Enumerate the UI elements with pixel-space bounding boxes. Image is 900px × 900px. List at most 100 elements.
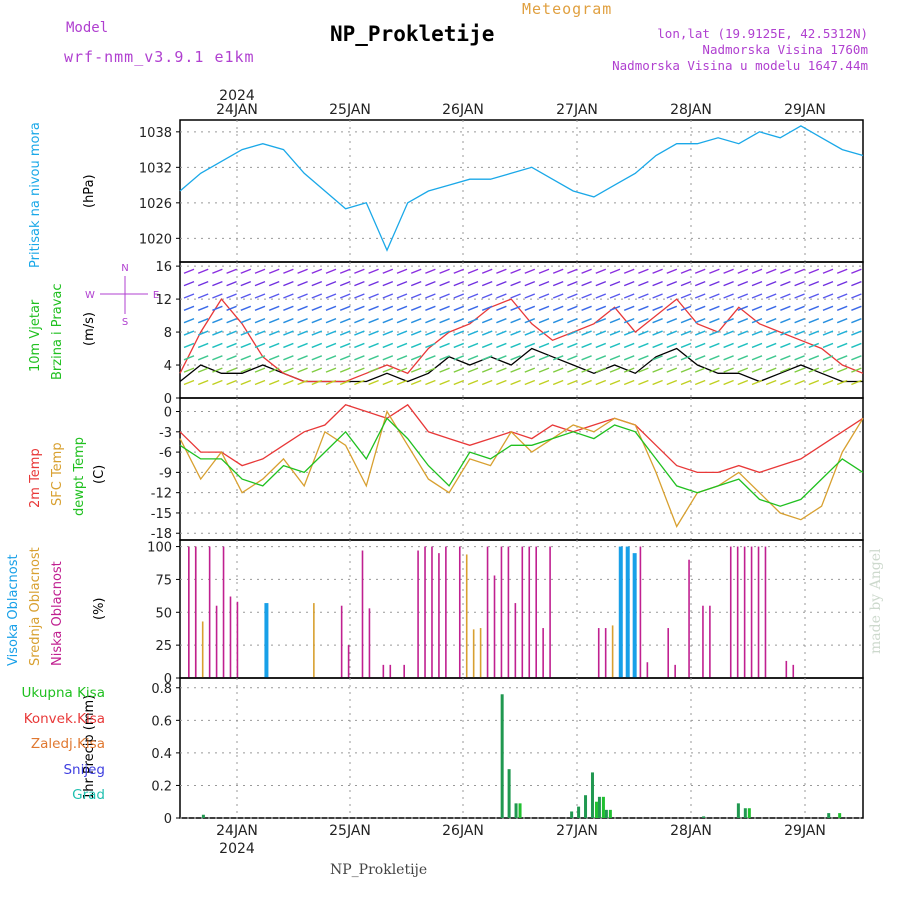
wind-barb-7-4 (240, 355, 252, 361)
temp-axis-label-1: 2m Temp (28, 448, 43, 508)
wind-barb-5-5 (254, 330, 266, 336)
xtick-top-0: 24JAN (216, 102, 258, 118)
wind-barb-8-43 (794, 367, 805, 373)
wind-barb-1-8 (297, 280, 308, 287)
wind-barb-4-39 (737, 318, 749, 324)
wind-barb-1-20 (467, 280, 479, 287)
wind-barb-9-18 (439, 379, 450, 386)
wind-barb-5-20 (467, 330, 479, 336)
wind-barb-6-14 (382, 342, 394, 349)
wind-barb-1-43 (794, 280, 805, 287)
legend-total: Ukupna Kisa (21, 685, 105, 701)
wind-barb-8-33 (652, 367, 663, 373)
wind-barb-3-25 (538, 305, 550, 311)
wind-barb-3-30 (609, 305, 621, 311)
precip-bar-conv-0 (518, 803, 522, 818)
year-bottom: 2024 (219, 841, 255, 857)
wind-barb-7-42 (780, 355, 791, 361)
clouds-bar-mid-0 (188, 546, 190, 678)
wind-barb-5-47 (851, 330, 862, 336)
wind-axis-label-2: Brzina i Pravac (50, 283, 65, 380)
wind-barb-3-19 (453, 305, 465, 311)
precip-ytick-label-4: 0.8 (151, 682, 172, 697)
wind-barb-4-34 (666, 318, 678, 324)
wind-barb-2-0 (183, 293, 195, 299)
clouds-bar-low-44 (764, 546, 767, 678)
wind-barb-4-42 (780, 318, 791, 324)
wind-barb-0-21 (481, 268, 493, 274)
wind-barb-1-46 (836, 280, 848, 287)
wind-barb-6-24 (524, 342, 536, 349)
clouds-bar-low-21 (493, 575, 496, 678)
wind-barb-9-7 (283, 379, 294, 386)
wind-barb-3-4 (240, 305, 252, 311)
wind-barb-2-35 (680, 293, 692, 299)
wind-barb-6-41 (765, 342, 777, 349)
wind-barb-9-20 (467, 379, 479, 386)
clouds-bar-mid-5 (472, 629, 475, 678)
wind-barb-0-3 (226, 268, 237, 274)
wind-barb-8-8 (297, 367, 308, 373)
clouds-bar-low-11 (382, 664, 385, 678)
wind-barb-8-2 (212, 367, 223, 373)
wind-barb-6-29 (595, 342, 607, 349)
wind-barb-5-15 (396, 330, 408, 336)
wind-barb-1-41 (765, 280, 777, 287)
wind-barb-4-31 (623, 318, 635, 324)
wind-barb-7-33 (652, 355, 663, 361)
wind-barb-9-13 (368, 379, 379, 386)
wind-barb-5-38 (723, 330, 734, 336)
xtick-bottom-4: 28JAN (670, 823, 712, 839)
temperature-ytick-label-0: 0 (164, 406, 172, 421)
wind-barb-4-26 (552, 318, 564, 324)
wind-barb-8-27 (567, 367, 578, 373)
clouds-bar-mid-1 (194, 546, 197, 678)
wind-barb-0-26 (552, 268, 564, 274)
clouds-bar-low-42 (750, 546, 753, 678)
wind-barb-1-2 (212, 280, 223, 287)
clouds-bar-low-5 (229, 596, 232, 678)
wind-barb-5-0 (183, 330, 195, 336)
compass-n: N (121, 263, 128, 274)
wind-barb-0-13 (368, 268, 379, 274)
clouds-bar-low-28 (542, 628, 544, 678)
wind-line-wind_black (179, 347, 863, 383)
wind-barb-3-44 (808, 305, 820, 311)
precip-bar-conv-2 (601, 796, 605, 818)
xtick-bottom-1: 25JAN (329, 823, 371, 839)
wind-barb-8-18 (439, 367, 450, 373)
wind-barb-3-5 (254, 305, 266, 311)
wind-barb-9-33 (652, 379, 663, 386)
wind-barb-9-32 (638, 379, 649, 386)
precip-bar-conv-1 (594, 801, 598, 818)
wind-barb-6-37 (709, 342, 720, 349)
precip-ytick-label-2: 0.4 (151, 747, 172, 762)
legend-snow: Snijeg (63, 762, 105, 778)
wind-barb-3-17 (425, 305, 436, 311)
wind-barb-8-35 (680, 367, 692, 373)
wind-barb-2-45 (822, 293, 834, 299)
wind-ytick-label-4: 16 (155, 260, 172, 275)
wind-barb-9-5 (254, 379, 266, 386)
wind-barb-7-6 (268, 355, 280, 361)
wind-barb-3-6 (268, 305, 280, 311)
wind-barb-8-21 (481, 367, 493, 373)
temp-axis-label-2: SFC Temp (50, 442, 65, 506)
wind-barb-1-25 (538, 280, 550, 287)
wind-barb-7-9 (311, 355, 323, 361)
cloud-axis-label-2: Srednja Oblacnost (28, 547, 43, 666)
wind-barb-7-20 (467, 355, 479, 361)
wind-barb-6-46 (836, 342, 848, 349)
wind-barb-7-7 (283, 355, 294, 361)
wind-barb-5-35 (680, 330, 692, 336)
clouds-bar-high-0 (264, 603, 269, 678)
wind-barb-7-11 (339, 355, 351, 361)
wind-barb-5-17 (425, 330, 436, 336)
wind-barb-6-42 (780, 342, 791, 349)
wind-barb-5-23 (510, 330, 521, 336)
wind-barb-6-16 (410, 342, 422, 349)
wind-ytick-label-2: 8 (164, 326, 172, 341)
clouds-bar-low-13 (403, 664, 405, 678)
clouds-ytick-label-1: 25 (155, 639, 172, 654)
wind-barb-3-7 (283, 305, 294, 311)
